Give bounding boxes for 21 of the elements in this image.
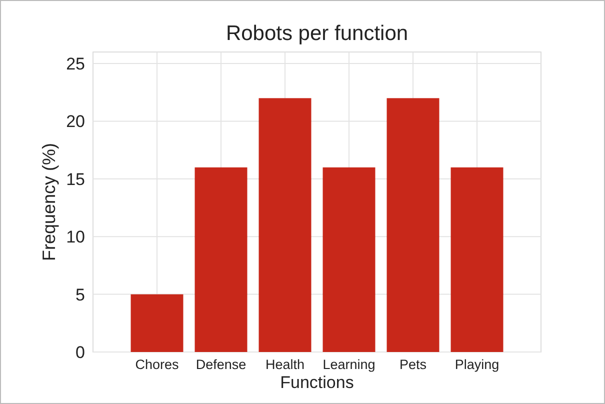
x-tick-label: Defense — [196, 357, 246, 372]
y-tick-label: 5 — [76, 285, 85, 304]
y-tick-label: 25 — [66, 54, 85, 74]
y-axis-title: Frequency (%) — [39, 142, 59, 262]
x-tick-label: Playing — [454, 357, 500, 372]
bar — [450, 167, 504, 352]
x-tick-label: Chores — [135, 357, 180, 372]
x-axis-title: Functions — [280, 373, 354, 392]
y-tick-label: 15 — [66, 170, 85, 189]
x-tick-label: Health — [265, 357, 305, 372]
y-tick-label: 0 — [76, 342, 85, 362]
bar — [322, 167, 376, 352]
y-tick-label: 20 — [66, 112, 85, 132]
x-tick-label: Learning — [322, 357, 376, 372]
x-tick-label: Pets — [399, 357, 427, 372]
chart-title: Robots per function — [226, 22, 408, 45]
bar — [194, 167, 248, 352]
bar — [130, 294, 184, 352]
bar — [386, 98, 440, 352]
y-tick-label: 10 — [66, 228, 85, 247]
bar — [258, 98, 312, 352]
